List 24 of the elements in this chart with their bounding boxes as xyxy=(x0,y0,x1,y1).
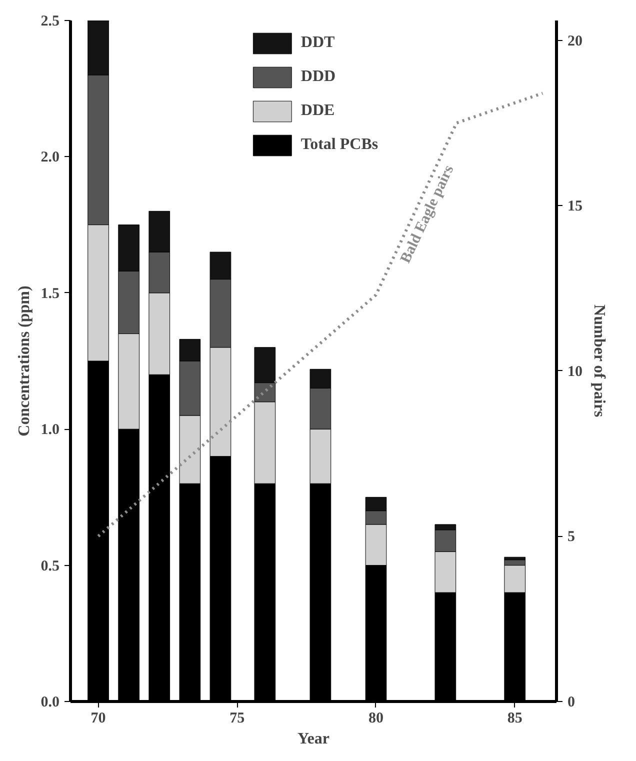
legend-label: DDE xyxy=(300,102,335,120)
x-tick-label: 80 xyxy=(368,710,384,726)
y-tick-label: 0.0 xyxy=(40,694,60,710)
y2-tick-label: 10 xyxy=(568,364,582,380)
legend-label: Total PCBs xyxy=(300,136,378,154)
y-tick-label: 0.5 xyxy=(40,558,60,574)
x-tick-label: 85 xyxy=(507,710,522,726)
x-tick-label: 75 xyxy=(230,710,245,726)
line-series xyxy=(96,92,544,538)
y2-tick-label: 15 xyxy=(568,198,582,215)
legend-label: DDD xyxy=(300,68,336,86)
text: Bald Eagle pairs xyxy=(398,162,458,266)
y2-tick-label: 0 xyxy=(568,694,575,710)
y-tick-label: 1.0 xyxy=(40,422,60,438)
x-axis-title: Year xyxy=(298,730,330,748)
x-tick-label: 70 xyxy=(90,710,106,726)
y-axis-title: Concentrations (ppm) xyxy=(16,286,33,436)
y2-axis-title: Number of pairs xyxy=(590,304,608,418)
legend-label: DDT xyxy=(300,34,335,52)
y-tick-label: 2.0 xyxy=(40,150,60,166)
y-tick-label: 1.5 xyxy=(40,286,60,302)
y2-tick-label: 5 xyxy=(568,529,575,546)
y-tick-label: 2.5 xyxy=(40,14,60,30)
y2-tick-label: 20 xyxy=(568,33,582,50)
